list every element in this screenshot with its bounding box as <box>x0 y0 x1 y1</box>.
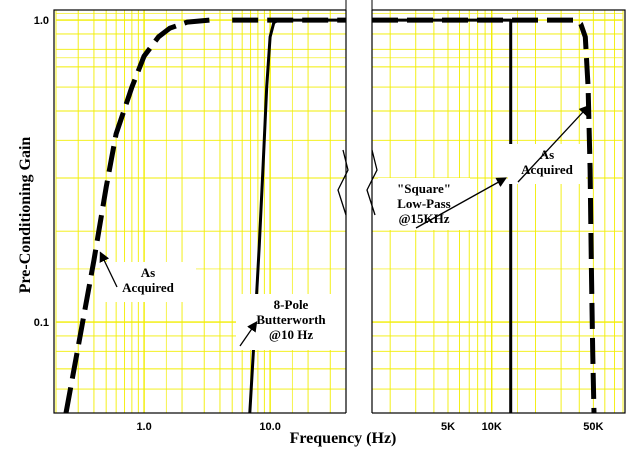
annotation-text: Acquired <box>122 280 175 295</box>
axis-break-gap <box>346 0 372 451</box>
annotation-text: 8-Pole <box>274 297 309 312</box>
axis-break <box>337 0 378 451</box>
x-tick-label: 5K <box>441 421 455 433</box>
axis-break-zigzag-right <box>366 149 378 216</box>
annotation-arrow <box>99 251 118 288</box>
annotation-text: Acquired <box>521 162 574 177</box>
annotation-arrow <box>239 321 258 347</box>
series-line-1 <box>63 17 210 414</box>
tick-labels: 1.0 10.0 5K 10K 50K 1.0 0.1 <box>34 15 604 433</box>
annotation-text: "Square" <box>397 181 451 196</box>
x-axis-title: Frequency (Hz) <box>290 430 397 447</box>
plot-frame <box>53 9 626 414</box>
x-tick-label: 10K <box>482 421 502 433</box>
x-tick-label: 50K <box>583 421 603 433</box>
annotation-arrow <box>517 104 590 183</box>
annotation-text: Butterworth <box>256 312 326 327</box>
annotation-text: As <box>141 265 155 280</box>
series-line-5 <box>372 17 597 414</box>
annotation-box <box>100 262 196 302</box>
annotation-text: Low-Pass <box>397 196 450 211</box>
x-tick-label: 10.0 <box>259 421 280 433</box>
y-axis-title: Pre-Conditioning Gain <box>17 137 34 294</box>
annotation-box <box>378 178 470 230</box>
annotation-arrow <box>415 177 507 229</box>
x-tick-label: 1.0 <box>136 421 151 433</box>
axis-break-zigzag-left <box>337 149 349 216</box>
y-tick-label: 0.1 <box>34 317 49 329</box>
annotation-text: @10 Hz <box>269 327 313 342</box>
annotation-text: @15KHz <box>398 211 449 226</box>
y-tick-label: 1.0 <box>34 15 49 27</box>
annotation-text: As <box>540 147 554 162</box>
